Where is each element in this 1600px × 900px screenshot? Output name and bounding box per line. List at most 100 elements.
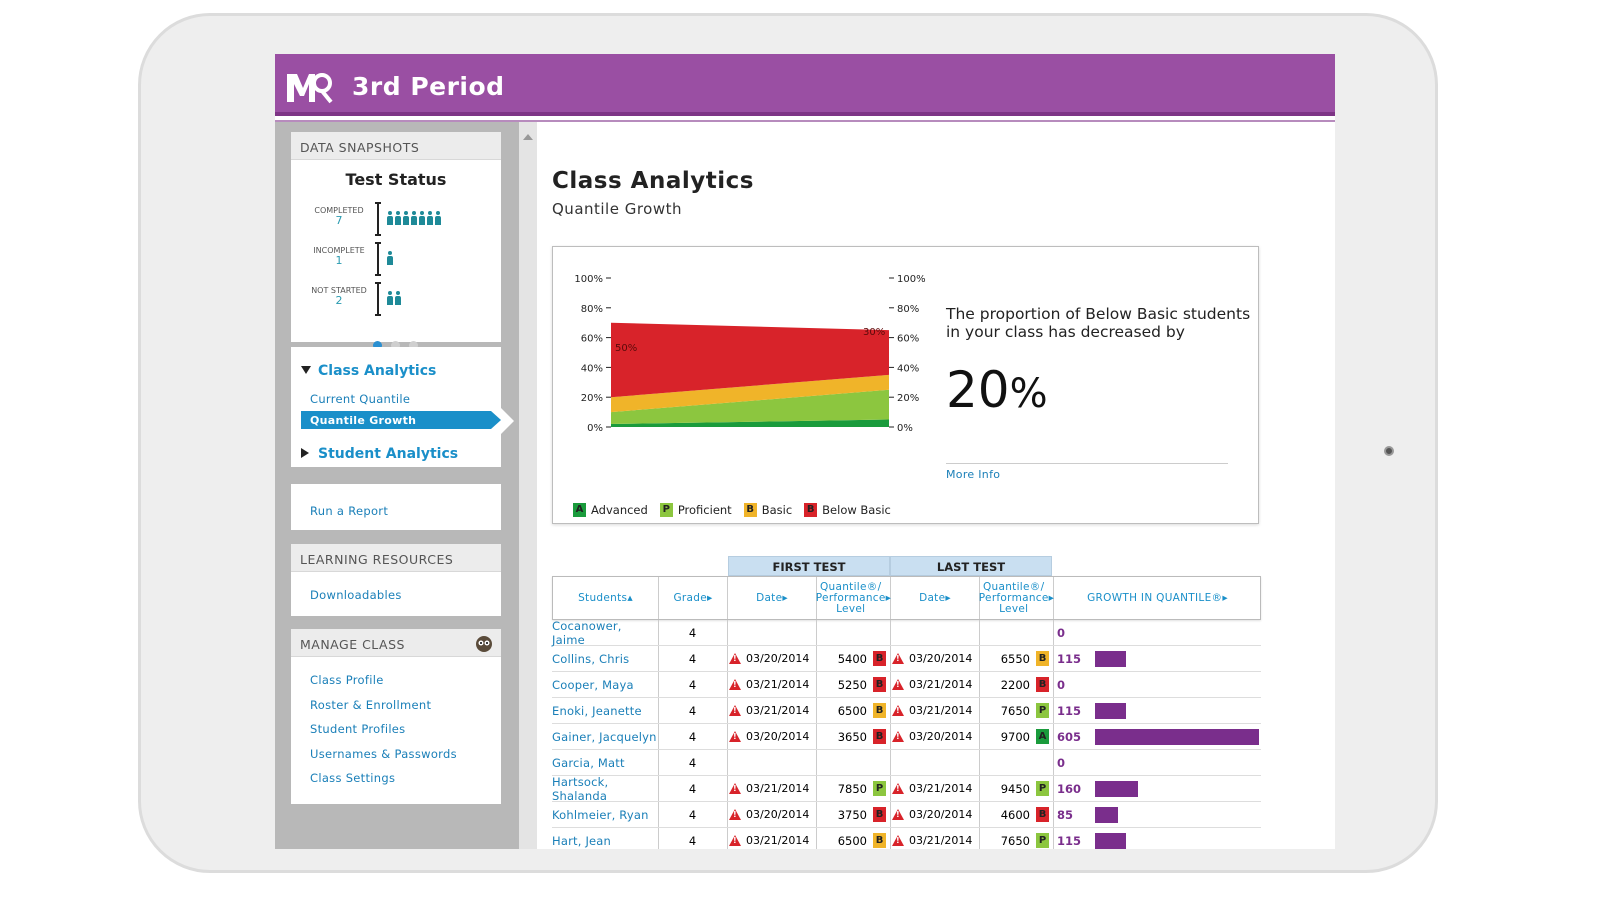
column-divider (1053, 828, 1054, 849)
student-name-link[interactable]: Enoki, Jeanette (552, 703, 642, 718)
column-divider (727, 672, 728, 697)
quantile-value: 7850 (837, 781, 867, 796)
left-tick-label: 0% (587, 423, 603, 434)
student-name-link[interactable]: Gainer, Jacquelyn (552, 729, 657, 744)
active-pointer-icon (501, 408, 514, 434)
carousel-dot[interactable] (391, 341, 400, 350)
table-row[interactable]: Cooper, Maya 4 03/21/2014 5250 B 03/21/2014 22… (552, 672, 1261, 698)
section-subtitle: Quantile Growth (552, 200, 683, 218)
col-first-quantile[interactable]: Quantile®/ Performance Level ▸ (816, 577, 891, 619)
nav-quantile-growth[interactable]: Quantile Growth (301, 411, 501, 429)
column-divider (816, 776, 817, 801)
col-students[interactable]: Students ▴ (553, 577, 659, 619)
table-row[interactable]: Hartsock, Shalanda 4 03/21/2014 7850 P 03/21/… (552, 774, 1261, 803)
table-row[interactable]: Hart, Jean 4 03/21/2014 6500 B 03/21/2014 7650… (552, 828, 1261, 849)
quantile-value: 5400 (837, 651, 867, 666)
col-last-quantile[interactable]: Quantile®/ Performance Level ▸ (979, 577, 1054, 619)
test-date: 03/21/2014 (746, 678, 810, 691)
run-report-link[interactable]: Run a Report (310, 504, 389, 518)
student-name-link[interactable]: Kohlmeier, Ryan (552, 807, 649, 822)
student-name-link[interactable]: Hartsock, Shalanda (552, 774, 609, 803)
growth-bar (1095, 651, 1126, 667)
legend-proficient: P Proficient (659, 503, 732, 517)
analytics-nav: Class Analytics Current Quantile Quantil… (291, 347, 501, 467)
quantile-value: 3650 (837, 729, 867, 744)
more-info-link[interactable]: More Info (946, 468, 1001, 481)
column-divider (979, 646, 980, 671)
person-icon (435, 211, 441, 225)
scroll-up-icon[interactable] (523, 134, 533, 140)
insight-text: The proportion of Below Basic students i… (946, 305, 1251, 341)
column-divider (979, 620, 980, 645)
column-divider (890, 620, 891, 645)
last-date-cell: 03/21/2014 (892, 698, 979, 723)
column-divider (816, 750, 817, 775)
col-growth[interactable]: GROWTH IN QUANTILE® ▸ (1087, 591, 1228, 604)
chart-legend: A Advanced P Proficient B Basic B Below Basi… (573, 503, 891, 517)
grade-cell: 4 (688, 703, 697, 718)
person-icon (387, 291, 393, 305)
test-date: 03/21/2014 (909, 782, 973, 795)
table-row[interactable]: Gainer, Jacquelyn 4 03/20/2014 3650 B 03/20/2… (552, 724, 1261, 750)
people-icons (387, 251, 393, 265)
test-date: 03/21/2014 (909, 678, 973, 691)
table-header: Students ▴ Grade ▸ Date ▸ Quantile®/ Perfor… (552, 576, 1261, 620)
column-divider (816, 698, 817, 723)
quantile-value: 6500 (837, 703, 867, 718)
growth-value: 605 (1057, 729, 1082, 744)
column-divider (658, 724, 659, 749)
first-date-cell: 03/21/2014 (729, 698, 816, 723)
col-last-date[interactable]: Date ▸ (891, 577, 980, 619)
column-divider (658, 828, 659, 849)
last-date-cell: 03/21/2014 (892, 672, 979, 697)
carousel-dot[interactable] (409, 341, 418, 350)
table-row[interactable]: Enoki, Jeanette 4 03/21/2014 6500 B 03/21/201… (552, 698, 1261, 724)
table-row[interactable]: Garcia, Matt 4 0 (552, 750, 1261, 776)
manage-class-header: MANAGE CLASS (291, 629, 501, 657)
section-title: Class Analytics (552, 168, 754, 194)
column-divider (816, 802, 817, 827)
student-name-link[interactable]: Collins, Chris (552, 651, 630, 666)
person-icon (403, 211, 409, 225)
student-name-link[interactable]: Cooper, Maya (552, 677, 634, 692)
usernames-passwords-link[interactable]: Usernames & Passwords (310, 747, 457, 761)
nav-student-analytics[interactable]: Student Analytics (301, 446, 458, 462)
growth-value: 85 (1057, 807, 1074, 822)
mr-logo (287, 73, 333, 104)
col-grade[interactable]: Grade ▸ (659, 577, 728, 619)
first-date-cell: 03/21/2014 (729, 828, 816, 849)
main-content: Class Analytics Quantile Growth 0% 0% 20% 2… (537, 122, 1335, 849)
downloadables-link[interactable]: Downloadables (310, 588, 402, 602)
column-divider (1053, 620, 1054, 645)
last-date-cell: 03/20/2014 (892, 646, 979, 671)
table-row[interactable]: Kohlmeier, Ryan 4 03/20/2014 3750 B 03/20/201… (552, 802, 1261, 828)
warning-icon (729, 679, 741, 690)
scrollbar[interactable] (519, 122, 537, 849)
quantile-value: 7650 (1000, 703, 1030, 718)
column-divider (658, 776, 659, 801)
right-tick-label: 100% (897, 274, 926, 285)
table-row[interactable]: Cocanower, Jaime 4 0 (552, 618, 1261, 647)
warning-icon (892, 679, 904, 690)
student-name-link[interactable]: Garcia, Matt (552, 755, 625, 770)
quantile-value: 6500 (837, 833, 867, 848)
test-date: 03/20/2014 (746, 652, 810, 665)
student-profiles-link[interactable]: Student Profiles (310, 722, 406, 736)
student-name-link[interactable]: Hart, Jean (552, 833, 612, 848)
test-date: 03/21/2014 (909, 834, 973, 847)
performance-level-badge: P (873, 781, 886, 796)
roster-enrollment-link[interactable]: Roster & Enrollment (310, 698, 432, 712)
col-first-date[interactable]: Date ▸ (728, 577, 817, 619)
performance-level-badge: P (1036, 781, 1049, 796)
first-quantile-cell: 6500 B (816, 698, 890, 723)
status-count: 2 (335, 294, 343, 307)
nav-current-quantile[interactable]: Current Quantile (310, 392, 411, 406)
class-settings-link[interactable]: Class Settings (310, 771, 396, 785)
table-row[interactable]: Collins, Chris 4 03/20/2014 5400 B 03/20/2014… (552, 646, 1261, 672)
student-name-link[interactable]: Cocanower, Jaime (552, 618, 622, 647)
performance-level-badge: B (1036, 677, 1049, 692)
column-divider (890, 750, 891, 775)
class-profile-link[interactable]: Class Profile (310, 673, 384, 687)
carousel-dot[interactable] (373, 341, 382, 350)
nav-class-analytics[interactable]: Class Analytics (301, 363, 436, 379)
